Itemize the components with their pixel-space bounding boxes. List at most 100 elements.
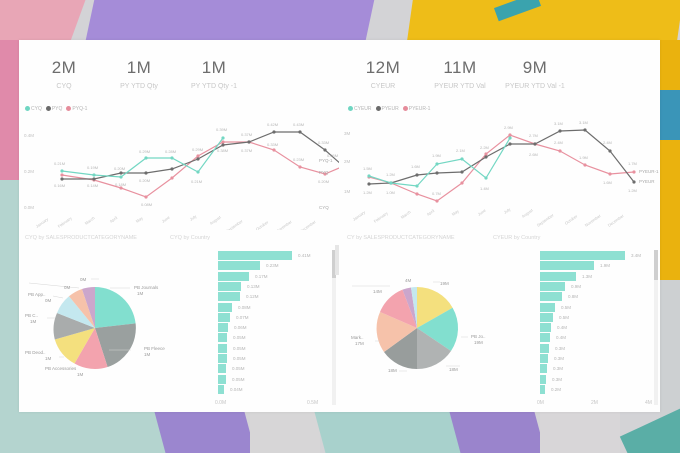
svg-text:4M: 4M	[405, 278, 412, 283]
slice-other-2[interactable]	[82, 286, 95, 328]
bar-row[interactable]: 0.05M	[218, 364, 245, 374]
bar-row[interactable]: 0.3M	[540, 364, 563, 374]
svg-text:2.1M: 2.1M	[456, 148, 465, 153]
bar-row[interactable]: 0.9M	[540, 281, 581, 291]
bar-row[interactable]: 1.3M	[540, 271, 592, 281]
kpi-card-py-ytd-qty-1[interactable]: 1M PY YTD Qty -1	[169, 58, 259, 90]
svg-text:0.43M: 0.43M	[293, 122, 304, 127]
bar-row[interactable]: 0.05M	[218, 333, 246, 343]
slice-other-1[interactable]	[69, 289, 95, 328]
bar-row[interactable]: 0.3M	[540, 354, 564, 363]
kpi-card-pyeur-ytd-val-1[interactable]: 9M PYEUR YTD Val -1	[490, 58, 580, 90]
svg-text:February: February	[57, 216, 73, 229]
slice-pb-fleece[interactable]	[95, 323, 136, 367]
svg-text:August: August	[209, 214, 223, 226]
svg-text:0.37M: 0.37M	[241, 148, 252, 153]
legend-dot-icon	[45, 106, 51, 112]
svg-text:June: June	[477, 207, 488, 217]
svg-text:PB Fleece: PB Fleece	[144, 346, 165, 351]
slice-pb-app[interactable]	[57, 296, 95, 328]
bar-row[interactable]: 0.17M	[218, 271, 268, 281]
series-end-label: PYEUR-1	[639, 169, 659, 174]
bar-chart-scrollbar-right[interactable]	[654, 250, 658, 405]
kpi-card-cyeur[interactable]: 12M CYEUR	[338, 58, 428, 90]
slice-pb-c[interactable]	[53, 313, 95, 340]
bar-row[interactable]: 0.05M	[218, 374, 245, 384]
kpi-card-cyq[interactable]: 2M CYQ	[19, 58, 109, 90]
bar	[218, 333, 227, 343]
bar-chart-country-value[interactable]: 3.4M 1.9M 1.3M 0.9M 0.8M 0.5M 0.5M 0.4M …	[540, 251, 650, 401]
pie-panel-scrollbar[interactable]	[335, 245, 339, 275]
bar	[540, 354, 548, 363]
bar-row[interactable]: 0.5M	[540, 312, 569, 322]
slice-pb-accessories[interactable]	[74, 328, 108, 369]
svg-text:October: October	[255, 219, 270, 230]
bar-row[interactable]: 0.12M	[218, 292, 259, 302]
svg-text:1.0M: 1.0M	[386, 190, 395, 195]
svg-text:March: March	[84, 215, 96, 225]
line-chart-value[interactable]: 3M 2M 1M 1.5M 1.2M 1.6M 1.9M 2.1M 2.2M 2.9M 2.…	[340, 115, 660, 230]
svg-text:2.4M: 2.4M	[554, 140, 563, 145]
svg-text:17M: 17M	[355, 341, 364, 346]
svg-text:0M: 0M	[80, 277, 87, 282]
bar-row[interactable]: 0.3M	[540, 374, 562, 384]
slice-pb-journals[interactable]	[95, 287, 136, 328]
x-axis-months: January February March April May June Ju…	[35, 214, 318, 230]
series-pyeur-1	[368, 134, 635, 202]
pie-chart-category-value[interactable]: 19M PB Jo..19M 18M 18M Mark..17M 14M 4M	[335, 240, 535, 410]
bar	[218, 374, 226, 384]
legend-item-pyq[interactable]: PYQ	[45, 106, 62, 112]
legend-item-cyeur[interactable]: CYEUR	[348, 106, 372, 112]
bar-row[interactable]: 0.8M	[540, 292, 578, 302]
x-axis-tick: 4M	[645, 400, 652, 406]
bar-chart-country-qty[interactable]: 0.41M 0.23M 0.17M 0.13M 0.12M 0.08M 0.07…	[218, 251, 328, 401]
svg-text:0.20M: 0.20M	[318, 179, 329, 184]
slice-pb-deod[interactable]	[54, 328, 95, 364]
bar-row[interactable]: 0.07M	[218, 312, 249, 322]
slice-gray-dark[interactable]	[384, 328, 417, 369]
legend-item-pyeur[interactable]: PYEUR	[375, 106, 399, 112]
line-chart-quantity[interactable]: 0.4M 0.2M 0.0M 0.21M 0.19M 0.20M 0.29M 0.28M…	[19, 115, 339, 230]
slice-purple[interactable]	[402, 287, 418, 329]
svg-text:July: July	[189, 214, 198, 222]
legend-item-pyeur-1[interactable]: PYEUR-1	[402, 106, 430, 112]
bar-row[interactable]: 0.13M	[218, 281, 260, 291]
legend-item-cyq[interactable]: CYQ	[25, 106, 42, 112]
bar-row[interactable]: 0.08M	[218, 302, 251, 312]
bar-row[interactable]: 0.5M	[540, 302, 571, 312]
bar	[540, 292, 562, 302]
bar-row[interactable]: 0.4M	[540, 333, 566, 343]
slice-light-blue[interactable]	[411, 287, 417, 328]
bar-row[interactable]: 0.06M	[218, 323, 247, 333]
scrollbar-thumb[interactable]	[332, 250, 336, 278]
slice-yellow[interactable]	[417, 287, 453, 328]
bar	[540, 343, 549, 353]
slice-pink[interactable]	[380, 289, 417, 328]
bar-row[interactable]: 0.04M	[218, 384, 243, 394]
bar-row[interactable]: 0.4M	[540, 323, 567, 333]
kpi-card-py-ytd-qty[interactable]: 1M PY YTD Qty	[94, 58, 184, 90]
bar-row[interactable]: 0.05M	[218, 354, 246, 363]
scrollbar-thumb[interactable]	[654, 250, 658, 280]
y-tick: 1M	[344, 189, 351, 194]
legend-item-pyq-1[interactable]: PYQ-1	[66, 106, 87, 112]
bar-row[interactable]: 0.2M	[540, 384, 561, 394]
svg-text:2.9M: 2.9M	[504, 125, 513, 130]
kpi-card-pyeur-ytd-val[interactable]: 11M PYEUR YTD Val	[415, 58, 505, 90]
bar	[540, 364, 547, 374]
bar-row[interactable]: 3.4M	[540, 251, 641, 260]
bar-row[interactable]: 0.41M	[218, 251, 311, 260]
bar-row[interactable]: 0.23M	[218, 261, 279, 271]
bar-row[interactable]: 0.3M	[540, 343, 565, 353]
bar-row[interactable]: 0.05M	[218, 343, 246, 353]
slice-mark[interactable]	[376, 312, 417, 352]
bar-chart-scrollbar-left[interactable]	[332, 250, 336, 405]
slice-gray-light[interactable]	[417, 328, 451, 370]
svg-text:0.7M: 0.7M	[432, 191, 441, 196]
svg-text:0.39M: 0.39M	[216, 127, 227, 132]
bar-row[interactable]: 1.9M	[540, 261, 610, 271]
slice-pb-jo[interactable]	[417, 307, 459, 351]
svg-text:1.2M: 1.2M	[386, 172, 395, 177]
